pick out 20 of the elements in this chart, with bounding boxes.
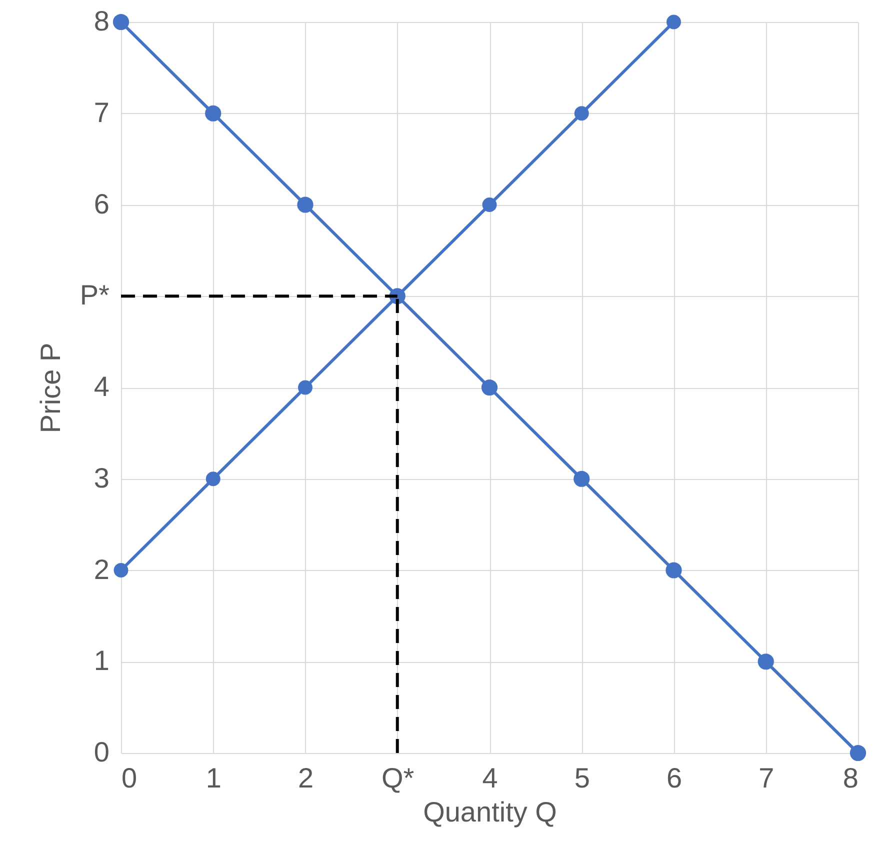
y-tick-label: 1 xyxy=(94,645,110,676)
x-tick-label: 4 xyxy=(482,762,498,794)
y-tick-label: 6 xyxy=(94,188,110,220)
y-tick-label: 2 xyxy=(94,554,110,585)
x-tick-label: Q* xyxy=(382,762,414,794)
y-tick-label: 4 xyxy=(94,371,110,402)
x-tick-label: 0 xyxy=(122,762,138,794)
x-tick-label: 8 xyxy=(842,762,858,794)
y-axis-title: Price P xyxy=(34,342,66,434)
x-tick-label: 6 xyxy=(666,762,682,794)
y-tick-label: 0 xyxy=(94,736,110,768)
x-tick-label: 1 xyxy=(206,762,222,794)
y-tick-label: P* xyxy=(80,280,110,311)
x-tick-label: 5 xyxy=(574,762,590,794)
y-tick-label: 3 xyxy=(94,462,110,494)
x-axis-title: Quantity Q xyxy=(423,796,557,828)
y-tick-label: 7 xyxy=(94,96,110,128)
x-tick-label: 7 xyxy=(758,762,774,794)
x-tick-label: 2 xyxy=(298,762,314,794)
y-tick-label: 8 xyxy=(94,6,110,36)
